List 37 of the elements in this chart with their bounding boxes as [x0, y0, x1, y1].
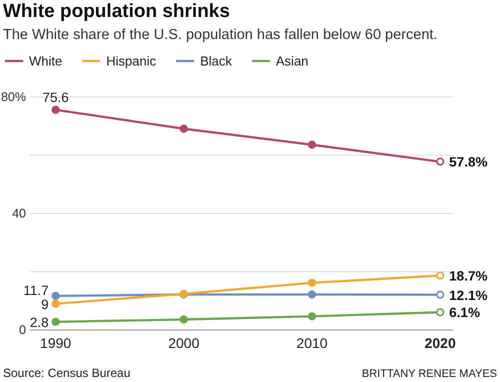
- data-label: 9: [41, 296, 49, 312]
- data-label: 2.8: [30, 314, 49, 330]
- point: [436, 158, 444, 166]
- x-tick-label: 1990: [40, 334, 72, 351]
- data-label: 57.8%: [449, 154, 488, 170]
- data-label: 18.7%: [449, 268, 488, 284]
- point: [436, 271, 444, 280]
- point: [308, 140, 316, 149]
- chart-title: White population shrinks: [3, 1, 230, 22]
- data-label: 6.1%: [449, 305, 480, 320]
- x-tick-label: 2020: [424, 334, 456, 351]
- data-label: 12.1%: [449, 288, 488, 303]
- point: [436, 290, 444, 299]
- point: [180, 124, 188, 133]
- point: [308, 290, 316, 299]
- point: [52, 106, 60, 114]
- x-tick-label: 2000: [168, 334, 200, 351]
- y-tick-label: 40: [12, 206, 26, 220]
- data-label: 11.7: [23, 282, 49, 298]
- chart-subtitle: The White share of the U.S. population has fallen below 60 percent.: [3, 27, 438, 43]
- point: [52, 318, 60, 326]
- x-tick-label: 2010: [296, 334, 328, 351]
- point: [52, 292, 60, 300]
- legend-label: Hispanic: [106, 54, 157, 68]
- text: BRITTANY RENEE MAYES: [362, 368, 497, 380]
- y-tick-label: 0: [19, 323, 26, 337]
- legend-label: White: [29, 54, 62, 68]
- point: [52, 300, 60, 308]
- point: [436, 308, 444, 316]
- legend-label: Asian: [276, 54, 308, 68]
- data-label: 75.6: [42, 90, 69, 105]
- point: [308, 278, 316, 287]
- legend-label: Black: [200, 54, 232, 68]
- y-tick-label: 80%: [0, 90, 26, 104]
- point: [308, 312, 316, 320]
- source-note: Source: Census Bureau: [3, 366, 130, 380]
- point: [180, 315, 188, 324]
